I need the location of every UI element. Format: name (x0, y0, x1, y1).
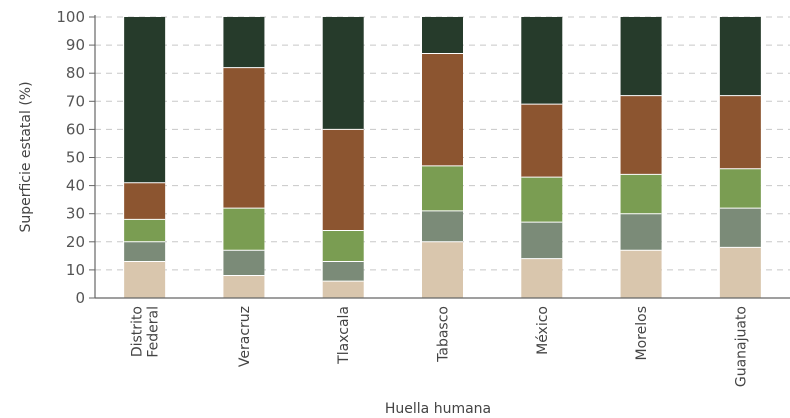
x-category-label: Distrito (130, 306, 146, 357)
bar-segment (322, 230, 364, 262)
bar-stack (422, 17, 463, 298)
x-axis-title: Huella humana (385, 401, 491, 417)
x-axis: Distrito Federal Veracruz Tlaxcala Tabasco Mé… (95, 297, 790, 387)
y-tick-label: 30 (66, 205, 85, 223)
bar-segment (422, 17, 463, 54)
bar-segment (124, 241, 166, 262)
y-tick-label: 80 (66, 64, 85, 82)
bar-segment (322, 281, 364, 298)
y-tick-label: 10 (66, 261, 85, 279)
bar-stack (620, 17, 662, 298)
bar-segment (719, 208, 761, 248)
bar-segment (719, 95, 761, 169)
bar-segment (422, 241, 463, 298)
bar-segment (620, 17, 662, 96)
bar-segment (620, 174, 662, 214)
bar-segment (719, 17, 761, 96)
x-category-label: Guanajuato (733, 306, 749, 387)
bar-segment (322, 17, 364, 130)
bar-segment (521, 17, 563, 105)
x-category-label: Tabasco (436, 306, 452, 363)
bar-segment (620, 213, 662, 251)
bar-segment (620, 95, 662, 175)
x-category-label: Veracruz (237, 306, 253, 367)
y-tick-label: 40 (66, 177, 85, 195)
bar-segment (422, 210, 463, 242)
bar-segment (719, 247, 761, 298)
bar-segment (521, 104, 563, 178)
bar-segment (422, 165, 463, 211)
x-category-label: Federal (146, 306, 162, 358)
bar-segment (223, 17, 265, 68)
y-tick-label: 50 (66, 149, 85, 167)
y-tick-label: 0 (75, 289, 85, 307)
bar-segment (521, 222, 563, 259)
bar-segment (521, 177, 563, 223)
bar-segment (620, 250, 662, 298)
bars (124, 17, 761, 298)
bar-segment (322, 129, 364, 231)
bar-segment (322, 261, 364, 282)
y-tick-label: 100 (56, 8, 85, 26)
bar-stack (719, 17, 761, 298)
x-category-label: Tlaxcala (336, 306, 352, 365)
bar-stack (223, 17, 265, 298)
bar-stack (124, 17, 166, 298)
bar-segment (124, 17, 166, 183)
bar-stack (521, 17, 563, 298)
bar-segment (223, 275, 265, 298)
bar-stack (322, 17, 364, 298)
bar-segment (223, 250, 265, 276)
y-axis-title: Superficie estatal (%) (18, 81, 34, 232)
y-axis: 0 10 20 30 40 50 60 70 80 90 100 (56, 8, 96, 307)
bar-segment (124, 182, 166, 220)
bar-segment (719, 168, 761, 209)
bar-segment (124, 219, 166, 242)
bar-segment (223, 67, 265, 209)
y-tick-label: 60 (66, 120, 85, 138)
x-category-label: México (535, 306, 551, 355)
bar-segment (223, 208, 265, 251)
y-tick-label: 70 (66, 92, 85, 110)
grid-lines (95, 16, 790, 271)
bar-segment (422, 53, 463, 166)
y-tick-label: 90 (66, 36, 85, 54)
x-category-label: Morelos (634, 306, 650, 360)
y-tick-label: 20 (66, 233, 85, 251)
bar-segment (124, 261, 166, 298)
bar-segment (521, 258, 563, 298)
